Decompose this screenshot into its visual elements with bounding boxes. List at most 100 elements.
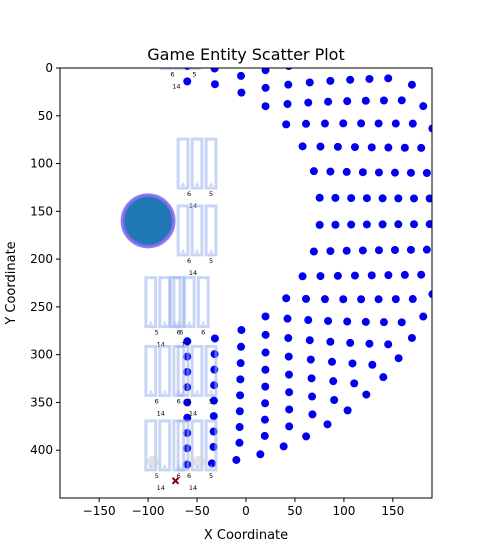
entity-dot [308, 392, 317, 401]
tower-column [168, 276, 182, 329]
entity-dot [342, 246, 351, 255]
tower-label: 14 [172, 83, 180, 91]
plot-frame [59, 67, 433, 499]
tower-column [188, 68, 201, 71]
tower-label: 5 [209, 257, 213, 265]
entity-dot [374, 119, 383, 128]
entity-dot [261, 312, 270, 321]
entity-dot [400, 143, 409, 152]
tower-arrow-icon [195, 248, 200, 253]
entity-dot [407, 333, 416, 342]
entity-dot [237, 342, 246, 351]
entity-dot [397, 318, 406, 327]
tower-column [144, 344, 158, 397]
entity-dot [307, 374, 316, 383]
entity-dot [344, 8, 352, 16]
entity-dot [417, 270, 426, 279]
entity-dot [361, 96, 370, 105]
tower-label: 6 [187, 397, 191, 405]
entity-dot [367, 143, 376, 152]
tower-arrow-icon [187, 320, 192, 325]
entity-dot [350, 379, 359, 388]
entity-dot [330, 395, 339, 404]
entity-dot [343, 406, 352, 415]
entity-dot [283, 314, 292, 323]
entity-dot [210, 80, 219, 89]
x-tick-label: 150 [381, 504, 404, 518]
entity-dot [305, 336, 314, 345]
tower-label: 6 [177, 472, 181, 480]
tower-column [182, 276, 196, 329]
entity-dot [348, 55, 356, 63]
entity-dot [326, 337, 335, 346]
entity-dot [365, 74, 374, 83]
entity-dot [308, 4, 316, 12]
entity-dot [237, 326, 246, 335]
entity-dot [302, 432, 311, 441]
entity-dot [328, 357, 337, 366]
entity-dot [368, 360, 377, 369]
entity-dot [378, 194, 387, 203]
tower-arrow-icon [201, 320, 206, 325]
x-tick-label: 50 [287, 504, 302, 518]
entity-dot [237, 88, 246, 97]
tower [160, 68, 201, 71]
entity-dot [374, 295, 383, 304]
y-axis-label: Y Coordinate [4, 241, 19, 325]
entity-dot [396, 68, 401, 69]
y-axis-ticks: 0 50 100 150 200 250 300 350 400 [30, 61, 60, 457]
entity-dot [261, 382, 270, 391]
entity-dot [442, 219, 450, 227]
entity-dot [358, 168, 367, 177]
tower-arrow-icon [209, 248, 214, 253]
entity-dot [442, 195, 450, 203]
tower-column [144, 419, 158, 472]
y-tick-label: 0 [45, 61, 53, 75]
entity-dot [236, 7, 244, 15]
tower-label: 6 [170, 71, 174, 79]
entity-dot [283, 99, 292, 108]
entity-dot [390, 168, 399, 177]
entity-dot [339, 295, 348, 304]
tower-column [204, 204, 218, 257]
tower-column [158, 419, 172, 472]
entity-dot [316, 272, 325, 281]
tower-arrow-icon [181, 389, 186, 394]
entity-dot [333, 142, 342, 151]
entity-dot [435, 267, 443, 275]
entity-dot [285, 405, 294, 414]
entity-dot [285, 422, 294, 431]
entity-dot [209, 396, 218, 405]
entity-dot [320, 295, 329, 304]
entity-dot [425, 194, 432, 203]
tower-arrow-icon [148, 389, 153, 394]
entity-dot [406, 168, 415, 177]
entity-dot [362, 194, 371, 203]
entity-dot [210, 33, 218, 41]
entity-dot [440, 243, 448, 251]
entity-dot [343, 97, 352, 106]
entity-dot [350, 143, 359, 152]
entity-dot [284, 334, 293, 343]
player-entity [120, 193, 176, 249]
entity-dot [210, 334, 219, 343]
entity-dot [285, 26, 293, 34]
entity-dot [323, 420, 332, 429]
entity-dot [330, 19, 338, 27]
entity-dot [284, 80, 293, 89]
entity-dot [236, 375, 245, 384]
y-tick-label: 200 [30, 252, 53, 266]
entity-dot [315, 220, 324, 229]
entity-dot [400, 270, 409, 279]
entity-dot [183, 398, 192, 407]
tower-column [204, 344, 218, 397]
tower-label: 5 [155, 472, 159, 480]
tower-column [144, 276, 158, 329]
entity-dot [261, 365, 270, 374]
chart-title: Game Entity Scatter Plot [147, 45, 344, 64]
tower-label: 14 [189, 269, 197, 277]
entity-dot [342, 167, 351, 176]
entity-dot [350, 271, 359, 280]
entity-dot [362, 24, 370, 32]
